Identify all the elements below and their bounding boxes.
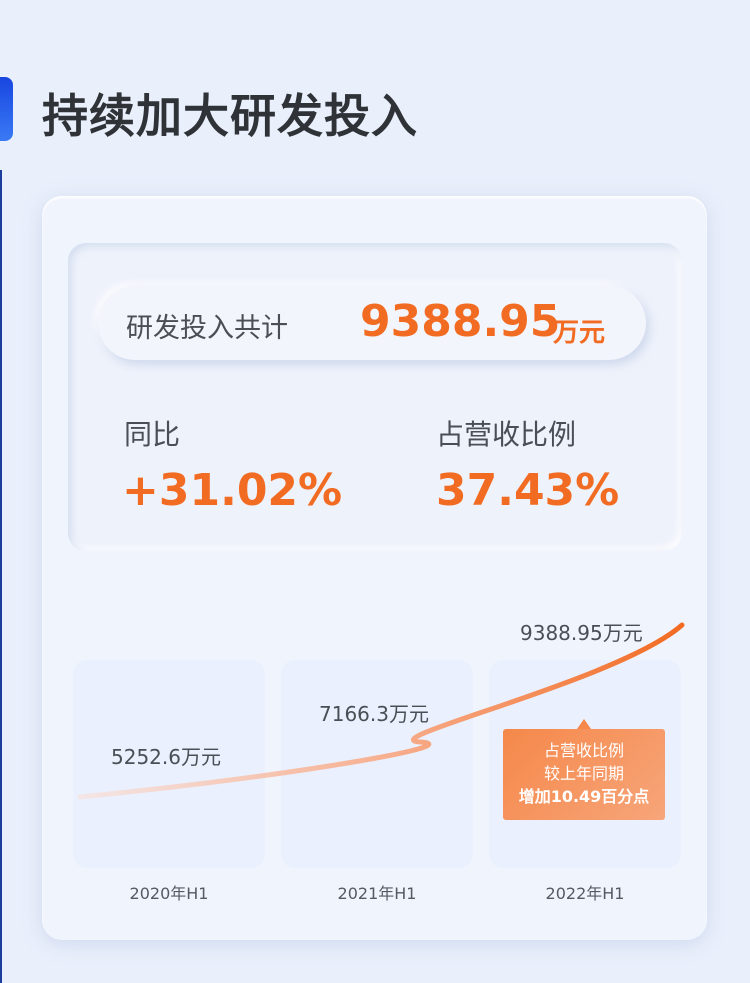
x-tick-2022: 2022年H1 [545, 884, 625, 903]
x-tick-2020: 2020年H1 [129, 884, 209, 903]
annotation-callout: 占营收比例 较上年同期 增加10.49百分点 [503, 719, 665, 820]
left-border-line [0, 170, 2, 983]
total-label: 研发投入共计 [126, 313, 288, 344]
data-label-2022: 9388.95万元 [520, 621, 643, 645]
title-accent-bar [0, 77, 13, 141]
annotation-line2: 较上年同期 [543, 764, 624, 783]
ratio-value: 37.43% [436, 465, 620, 516]
data-label-2021: 7166.3万元 [319, 702, 429, 726]
bar-panel-2021 [281, 660, 473, 868]
total-value: 9388.95 [360, 296, 561, 347]
total-unit: 万元 [553, 318, 606, 348]
yoy-value: +31.02% [122, 465, 343, 516]
annotation-line3: 增加10.49百分点 [518, 787, 650, 806]
ratio-label: 占营收比例 [436, 418, 577, 451]
page-title: 持续加大研发投入 [42, 89, 418, 143]
yoy-label: 同比 [124, 418, 181, 451]
annotation-line1: 占营收比例 [543, 741, 624, 760]
total-pill [98, 286, 646, 360]
x-tick-2021: 2021年H1 [337, 884, 417, 903]
bar-panel-2020 [73, 660, 265, 868]
series-line [77, 622, 685, 800]
data-label-2020: 5252.6万元 [111, 745, 221, 769]
